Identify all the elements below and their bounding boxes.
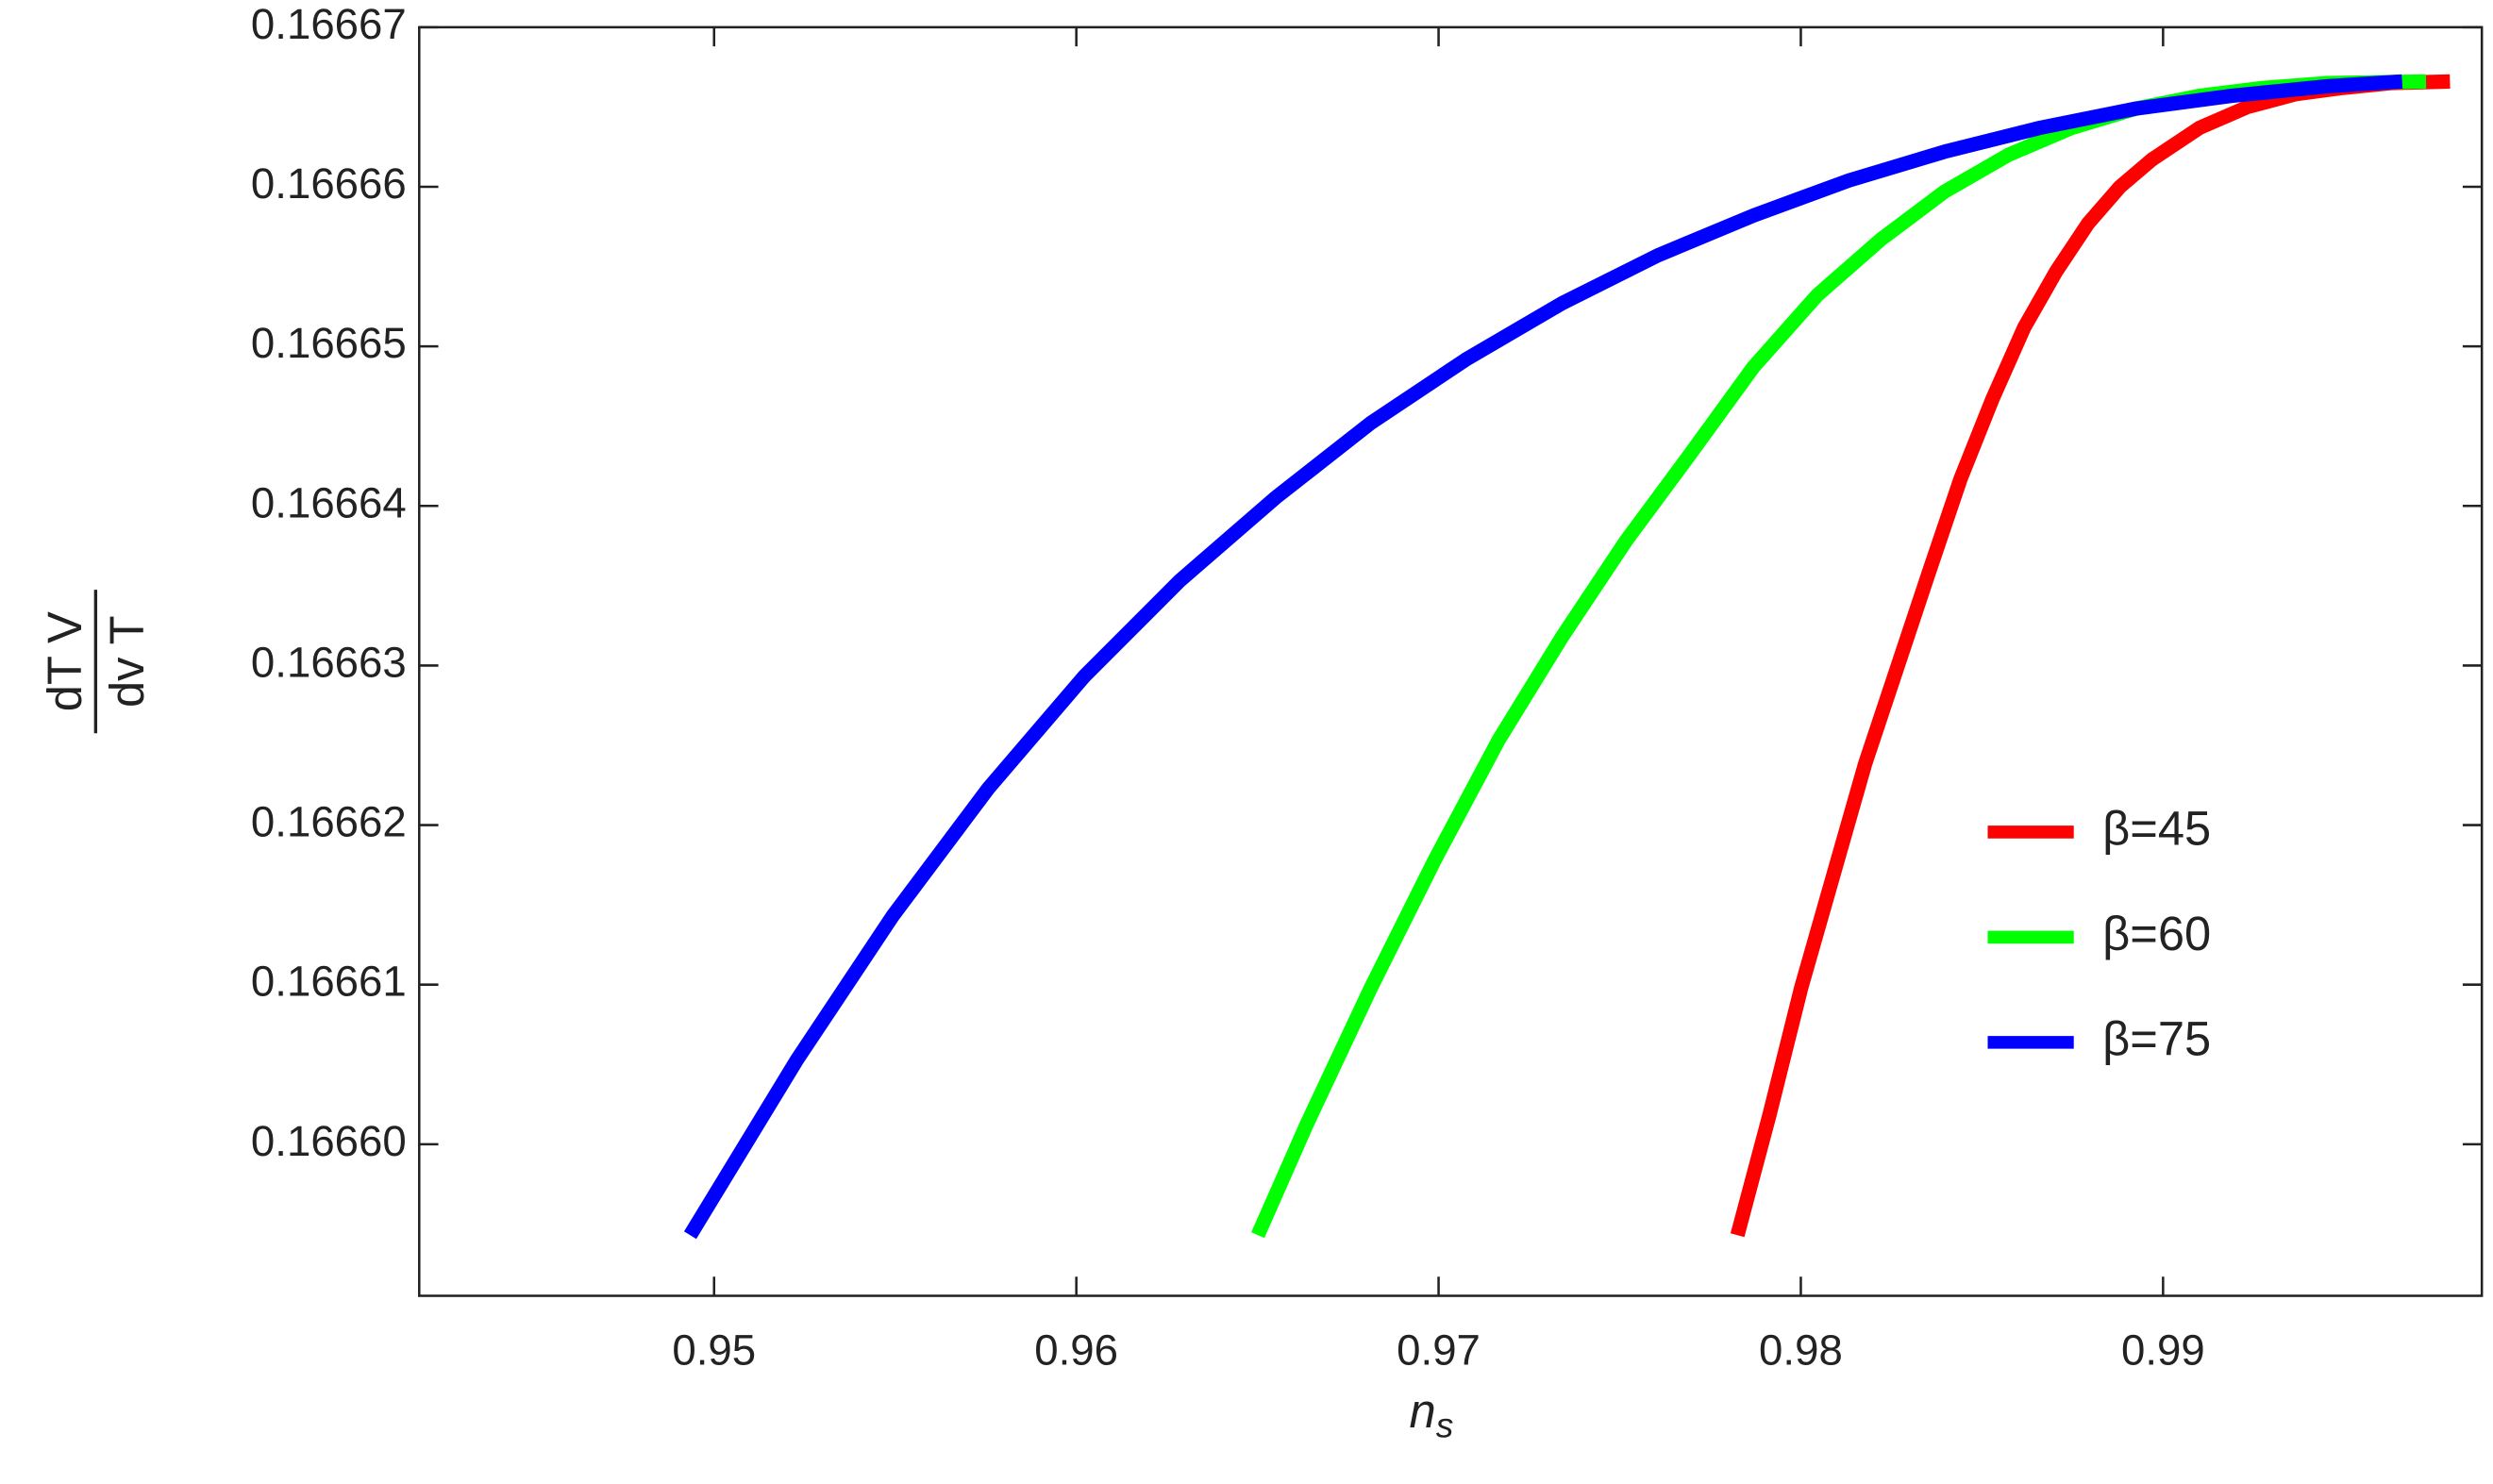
y-tick-label: 0.16667 [251,0,407,48]
x-tick-label: 0.97 [1397,1326,1481,1374]
plot-frame [418,25,2484,1297]
y-tick-label: 0.16660 [251,1117,407,1165]
y-tick-label: 0.16662 [251,798,407,846]
x-tick-label: 0.98 [1759,1326,1843,1374]
x-label-main: n [1410,1385,1436,1439]
x-label-subscript: s [1436,1406,1454,1445]
x-tick-label: 0.95 [672,1326,756,1374]
series-line [683,74,2403,1240]
y-tick-label: 0.16663 [251,638,407,686]
y-label-denominator: dv T [100,615,154,708]
y-axis-label: dT V dv T [38,590,154,734]
legend-label: β=75 [2102,1011,2211,1065]
series-line [1730,74,2451,1238]
legend-label: β=60 [2102,907,2211,960]
y-label-numerator: dT V [38,611,92,711]
series-line [1251,74,2427,1239]
x-tick-label: 0.96 [1034,1326,1118,1374]
legend-label: β=45 [2102,801,2211,855]
y-tick-label: 0.16666 [251,159,407,208]
y-tick-label: 0.16661 [251,958,407,1006]
y-tick-label: 0.16665 [251,319,407,367]
y-tick-label: 0.16664 [251,478,407,526]
x-axis-label: ns [1410,1385,1454,1445]
x-tick-label: 0.99 [2121,1326,2205,1374]
